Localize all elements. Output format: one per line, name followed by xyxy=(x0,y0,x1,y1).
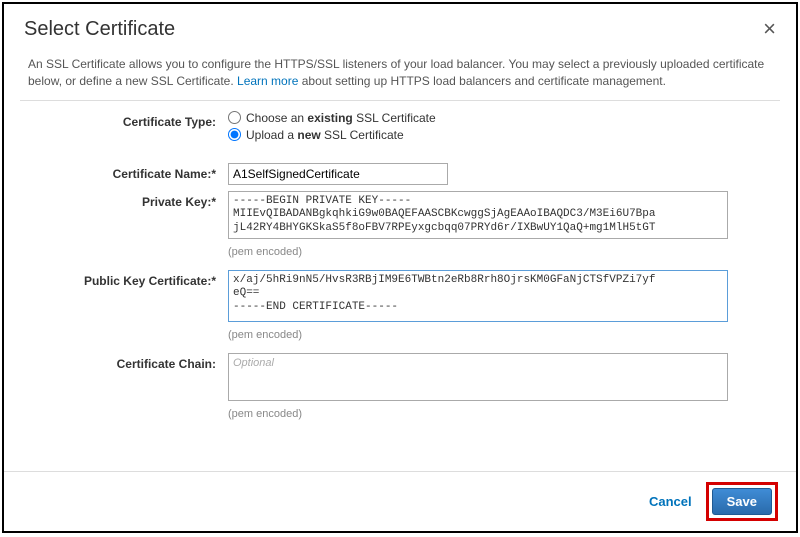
label-cert-chain: Certificate Chain: xyxy=(28,353,228,371)
row-private-key: Private Key:* -----BEGIN PRIVATE KEY----… xyxy=(28,191,772,264)
save-button[interactable]: Save xyxy=(712,488,772,515)
label-cert-name: Certificate Name:* xyxy=(28,163,228,181)
row-public-key: Public Key Certificate:* x/aj/5hRi9nN5/H… xyxy=(28,270,772,347)
label-cert-type: Certificate Type: xyxy=(28,111,228,129)
select-certificate-modal: Select Certificate × An SSL Certificate … xyxy=(2,2,798,533)
radio-upload[interactable]: Upload a new SSL Certificate xyxy=(228,128,772,142)
row-cert-chain: Certificate Chain: (pem encoded) xyxy=(28,353,772,426)
modal-header: Select Certificate × xyxy=(4,4,796,50)
close-icon[interactable]: × xyxy=(763,16,776,42)
save-highlight-box: Save xyxy=(706,482,778,521)
label-public-key: Public Key Certificate:* xyxy=(28,270,228,288)
learn-more-link[interactable]: Learn more xyxy=(237,74,298,88)
radio-existing-input[interactable] xyxy=(228,111,241,124)
field-cert-type: Choose an existing SSL Certificate Uploa… xyxy=(228,111,772,145)
row-cert-type: Certificate Type: Choose an existing SSL… xyxy=(28,111,772,145)
row-cert-name: Certificate Name:* xyxy=(28,163,772,185)
private-key-hint: (pem encoded) xyxy=(228,246,772,258)
form-area: Certificate Type: Choose an existing SSL… xyxy=(4,101,796,471)
cert-chain-textarea[interactable] xyxy=(228,353,728,401)
public-key-hint: (pem encoded) xyxy=(228,329,772,341)
modal-footer: Cancel Save xyxy=(4,471,796,531)
radio-existing-text: Choose an existing SSL Certificate xyxy=(246,111,436,125)
cancel-button[interactable]: Cancel xyxy=(649,494,692,509)
private-key-textarea[interactable]: -----BEGIN PRIVATE KEY----- MIIEvQIBADAN… xyxy=(228,191,728,239)
cert-chain-hint: (pem encoded) xyxy=(228,408,772,420)
modal-title: Select Certificate xyxy=(24,18,175,41)
modal-description: An SSL Certificate allows you to configu… xyxy=(4,50,796,100)
public-key-textarea[interactable]: x/aj/5hRi9nN5/HvsR3RBjIM9E6TWBtn2eRb8Rrh… xyxy=(228,270,728,322)
radio-upload-text: Upload a new SSL Certificate xyxy=(246,128,404,142)
label-private-key: Private Key:* xyxy=(28,191,228,209)
description-post: about setting up HTTPS load balancers an… xyxy=(298,74,666,88)
cert-name-input[interactable] xyxy=(228,163,448,185)
radio-upload-input[interactable] xyxy=(228,128,241,141)
radio-existing[interactable]: Choose an existing SSL Certificate xyxy=(228,111,772,125)
